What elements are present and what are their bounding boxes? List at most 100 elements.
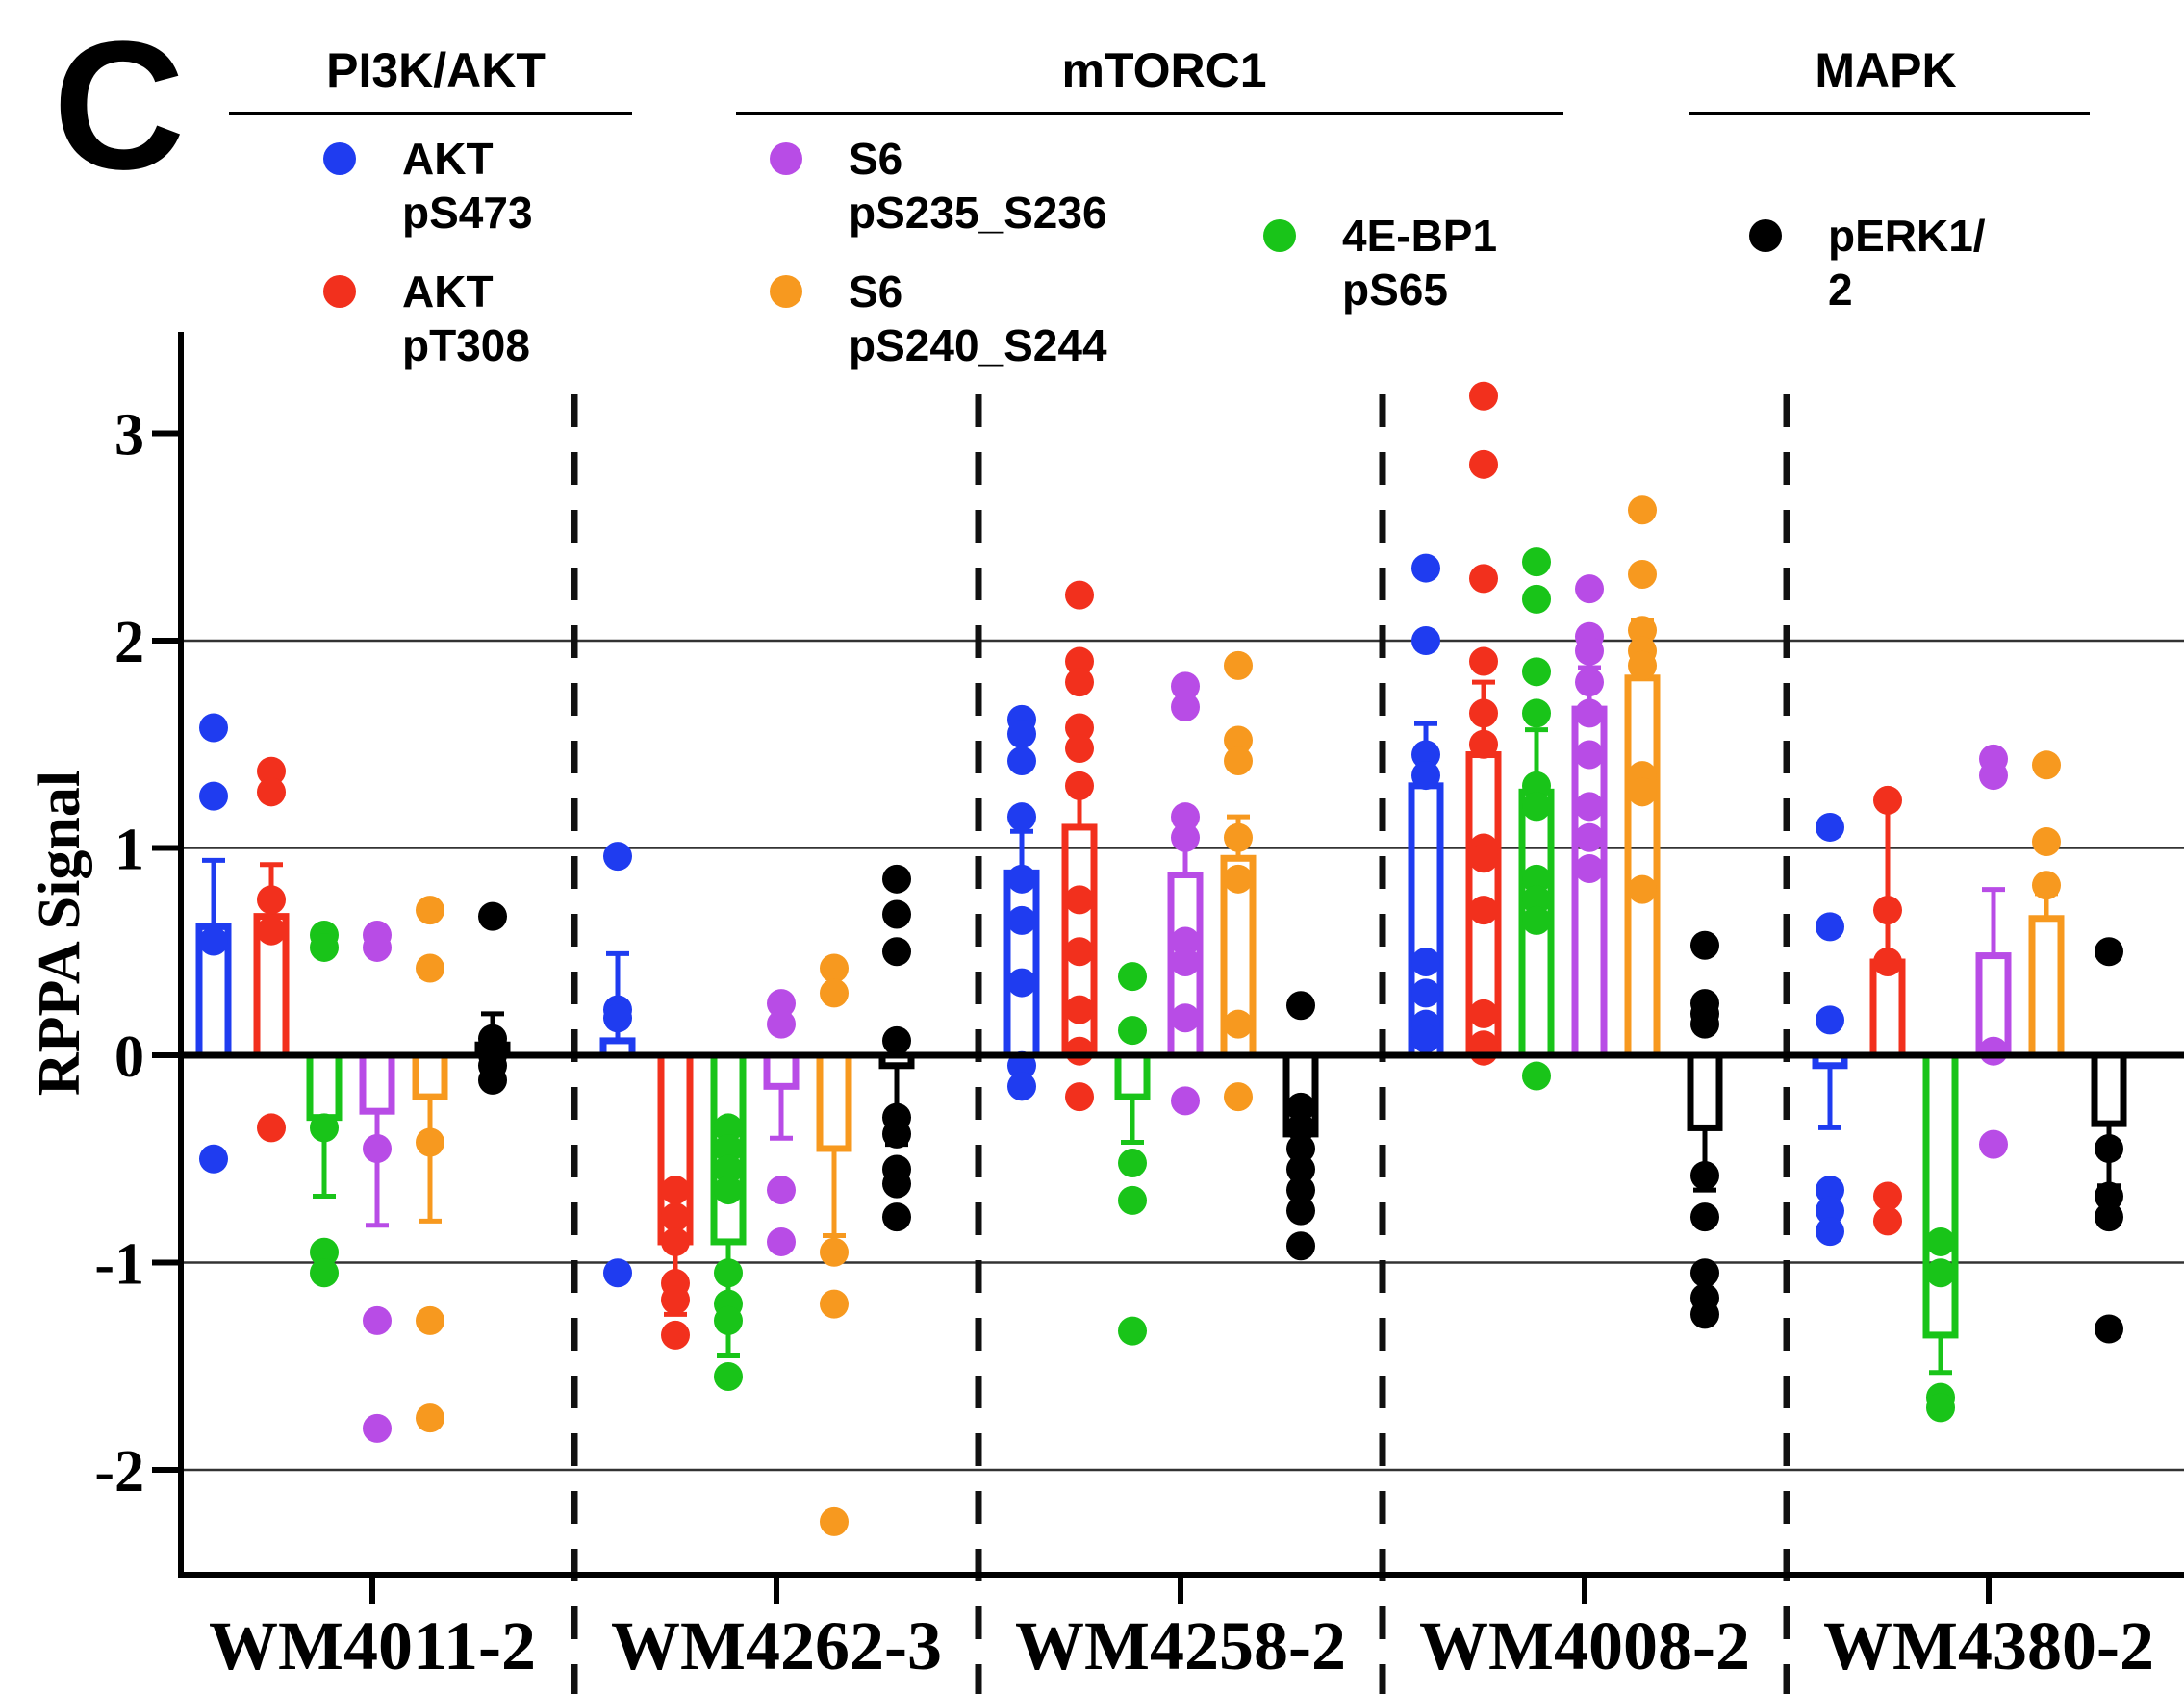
data-point bbox=[820, 1506, 849, 1536]
data-point bbox=[1224, 746, 1253, 775]
data-point bbox=[1522, 657, 1551, 687]
legend-label-line1: S6 bbox=[849, 266, 902, 316]
data-point bbox=[1575, 574, 1604, 604]
data-point bbox=[2032, 750, 2061, 780]
data-point bbox=[1469, 449, 1498, 479]
data-point bbox=[1171, 671, 1200, 701]
bar bbox=[763, 1051, 800, 1090]
data-point bbox=[1007, 905, 1036, 935]
y-tick-label: 0 bbox=[114, 1024, 144, 1090]
data-point bbox=[882, 1202, 911, 1232]
data-point bbox=[1469, 896, 1498, 925]
data-point bbox=[882, 1169, 911, 1199]
data-point bbox=[882, 899, 911, 929]
data-point bbox=[1118, 962, 1147, 992]
legend-item: pERK1/2 bbox=[1749, 211, 1986, 315]
data-point bbox=[1873, 948, 1902, 977]
data-point bbox=[1816, 1217, 1844, 1247]
data-point bbox=[882, 1025, 911, 1055]
data-point bbox=[2032, 871, 2061, 900]
data-point bbox=[1575, 822, 1604, 852]
data-point bbox=[1575, 792, 1604, 822]
data-point bbox=[1171, 802, 1200, 832]
data-point bbox=[1816, 1196, 1844, 1226]
bar bbox=[2028, 915, 2065, 1059]
data-point bbox=[1224, 1082, 1253, 1112]
data-point bbox=[416, 1127, 444, 1157]
y-tick-label: -2 bbox=[94, 1439, 144, 1504]
data-point bbox=[714, 1305, 743, 1335]
data-point bbox=[199, 713, 228, 743]
x-axis-ticks: WM4011-2 WM4262-3 WM4258-2 WM4008-2 WM4380-2 bbox=[209, 1575, 2154, 1684]
data-point bbox=[767, 989, 796, 1019]
data-point bbox=[257, 885, 286, 915]
data-point bbox=[1522, 698, 1551, 728]
legend-label-line1: AKT bbox=[402, 266, 494, 316]
data-point bbox=[1118, 1316, 1147, 1346]
bar bbox=[1687, 1051, 1723, 1131]
data-point bbox=[1522, 547, 1551, 577]
data-point bbox=[1469, 646, 1498, 676]
data-point bbox=[416, 1403, 444, 1433]
data-point bbox=[714, 1113, 743, 1143]
data-point bbox=[1286, 1092, 1315, 1122]
data-point bbox=[1873, 896, 1902, 925]
legend-group-title: MAPK bbox=[1815, 43, 1956, 97]
data-point bbox=[478, 1065, 507, 1095]
legend-label-line2: pS65 bbox=[1342, 265, 1448, 315]
data-point bbox=[1628, 616, 1657, 645]
data-point bbox=[1224, 650, 1253, 680]
data-point bbox=[1171, 1003, 1200, 1033]
data-point bbox=[1816, 812, 1844, 842]
data-point bbox=[661, 1226, 690, 1256]
legend-marker bbox=[323, 275, 356, 308]
data-point bbox=[1065, 771, 1094, 800]
data-point bbox=[2095, 937, 2123, 967]
legend-label-line1: 4E-BP1 bbox=[1342, 211, 1497, 261]
data-point bbox=[1575, 854, 1604, 884]
data-point bbox=[363, 1305, 392, 1335]
data-point bbox=[1690, 1258, 1719, 1288]
data-point bbox=[1007, 802, 1036, 832]
data-point bbox=[1575, 636, 1604, 666]
data-point bbox=[1628, 650, 1657, 680]
legend-label-line1: pERK1/ bbox=[1828, 211, 1986, 261]
data-point bbox=[1065, 668, 1094, 697]
data-point bbox=[882, 1119, 911, 1149]
data-point bbox=[363, 932, 392, 962]
bar bbox=[359, 1051, 395, 1115]
data-point bbox=[1118, 1016, 1147, 1046]
bar bbox=[1624, 674, 1661, 1059]
data-point bbox=[1469, 844, 1498, 873]
y-tick-label: -1 bbox=[94, 1232, 144, 1298]
data-point bbox=[1873, 785, 1902, 815]
data-point bbox=[1286, 991, 1315, 1021]
data-point bbox=[1628, 560, 1657, 590]
y-tick-label: 2 bbox=[114, 610, 144, 675]
data-point bbox=[1522, 1061, 1551, 1091]
data-point bbox=[1224, 1009, 1253, 1039]
data-point bbox=[1007, 1072, 1036, 1101]
data-point bbox=[820, 953, 849, 983]
data-point bbox=[1979, 761, 2008, 791]
data-point bbox=[1926, 1393, 1955, 1423]
data-point bbox=[1286, 1154, 1315, 1184]
data-point bbox=[1171, 926, 1200, 956]
data-point bbox=[2095, 1181, 2123, 1211]
data-point bbox=[820, 1237, 849, 1267]
data-point bbox=[1286, 1176, 1315, 1205]
data-point bbox=[714, 1258, 743, 1288]
data-point bbox=[1469, 698, 1498, 728]
y-axis-ticks: 3 2 1 0 -1 -2 bbox=[94, 403, 181, 1504]
legend-marker bbox=[770, 142, 802, 175]
x-tick-label: WM4262-3 bbox=[611, 1607, 942, 1684]
data-point bbox=[1575, 668, 1604, 697]
legend-marker bbox=[1749, 219, 1782, 252]
data-point bbox=[310, 1237, 339, 1267]
data-point bbox=[1411, 1024, 1440, 1053]
data-point bbox=[1007, 746, 1036, 775]
